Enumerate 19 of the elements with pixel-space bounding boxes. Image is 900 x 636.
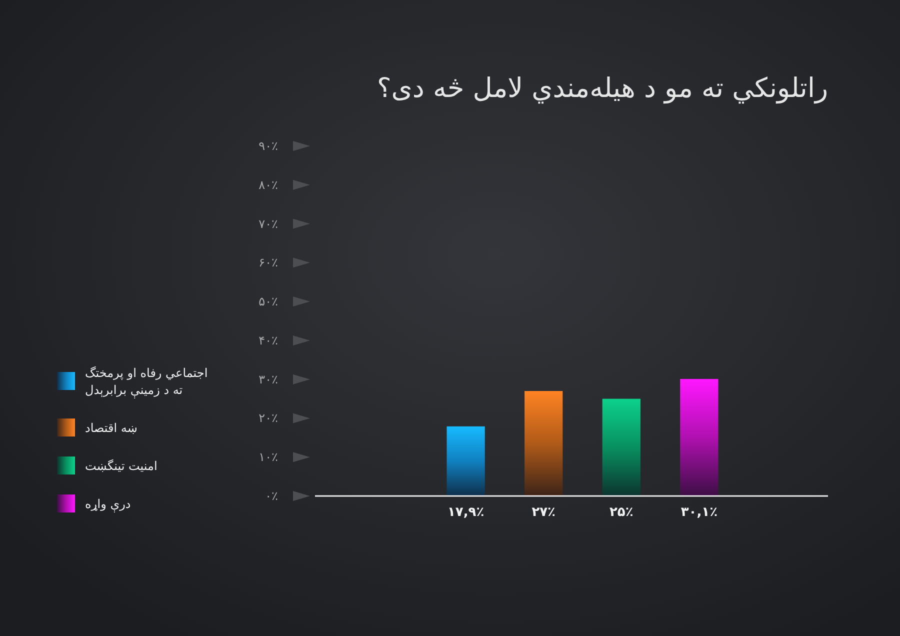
title: راتلونکي ته مو د هیله‌مندي لامل څه دی؟ xyxy=(376,73,828,104)
y-tick-label: ۶۰٪ xyxy=(258,256,278,270)
y-tick-label: ۸۰٪ xyxy=(258,178,278,192)
legend-label: امنیت تینگښت xyxy=(85,459,158,473)
legend-label: درې واړه xyxy=(85,497,131,511)
y-tick-label: ۳۰٪ xyxy=(258,372,278,386)
y-tick-label: ۹۰٪ xyxy=(258,139,278,153)
y-tick-label: ۷۰٪ xyxy=(258,216,278,231)
y-tick-label: ۲۰٪ xyxy=(258,411,278,426)
legend-label: ښه اقتصاد xyxy=(85,421,138,435)
y-tick-label: ۰٪ xyxy=(265,489,278,503)
data-label: ۲۵٪ xyxy=(610,505,634,520)
data-label: ۱۷,۹٪ xyxy=(447,505,484,520)
y-tick-label: ۵۰٪ xyxy=(258,294,278,309)
legend-label: اجتماعي رفاه او پرمختگ ته د زمینې برابرېدل xyxy=(85,366,208,397)
data-label: ۳۰,۱٪ xyxy=(680,505,718,520)
y-tick-label: ۱۰٪ xyxy=(258,450,278,464)
y-tick-label: ۴۰٪ xyxy=(258,333,278,348)
data-label: ۲۷٪ xyxy=(532,505,556,520)
